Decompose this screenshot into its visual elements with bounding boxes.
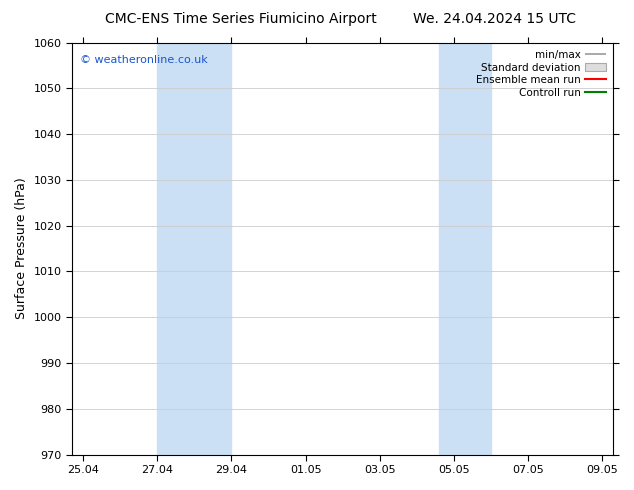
Text: © weatheronline.co.uk: © weatheronline.co.uk <box>81 55 208 65</box>
Legend: min/max, Standard deviation, Ensemble mean run, Controll run: min/max, Standard deviation, Ensemble me… <box>472 46 610 102</box>
Text: CMC-ENS Time Series Fiumicino Airport: CMC-ENS Time Series Fiumicino Airport <box>105 12 377 26</box>
Bar <box>439 43 491 455</box>
Y-axis label: Surface Pressure (hPa): Surface Pressure (hPa) <box>15 178 28 319</box>
Text: We. 24.04.2024 15 UTC: We. 24.04.2024 15 UTC <box>413 12 576 26</box>
Bar <box>157 43 231 455</box>
